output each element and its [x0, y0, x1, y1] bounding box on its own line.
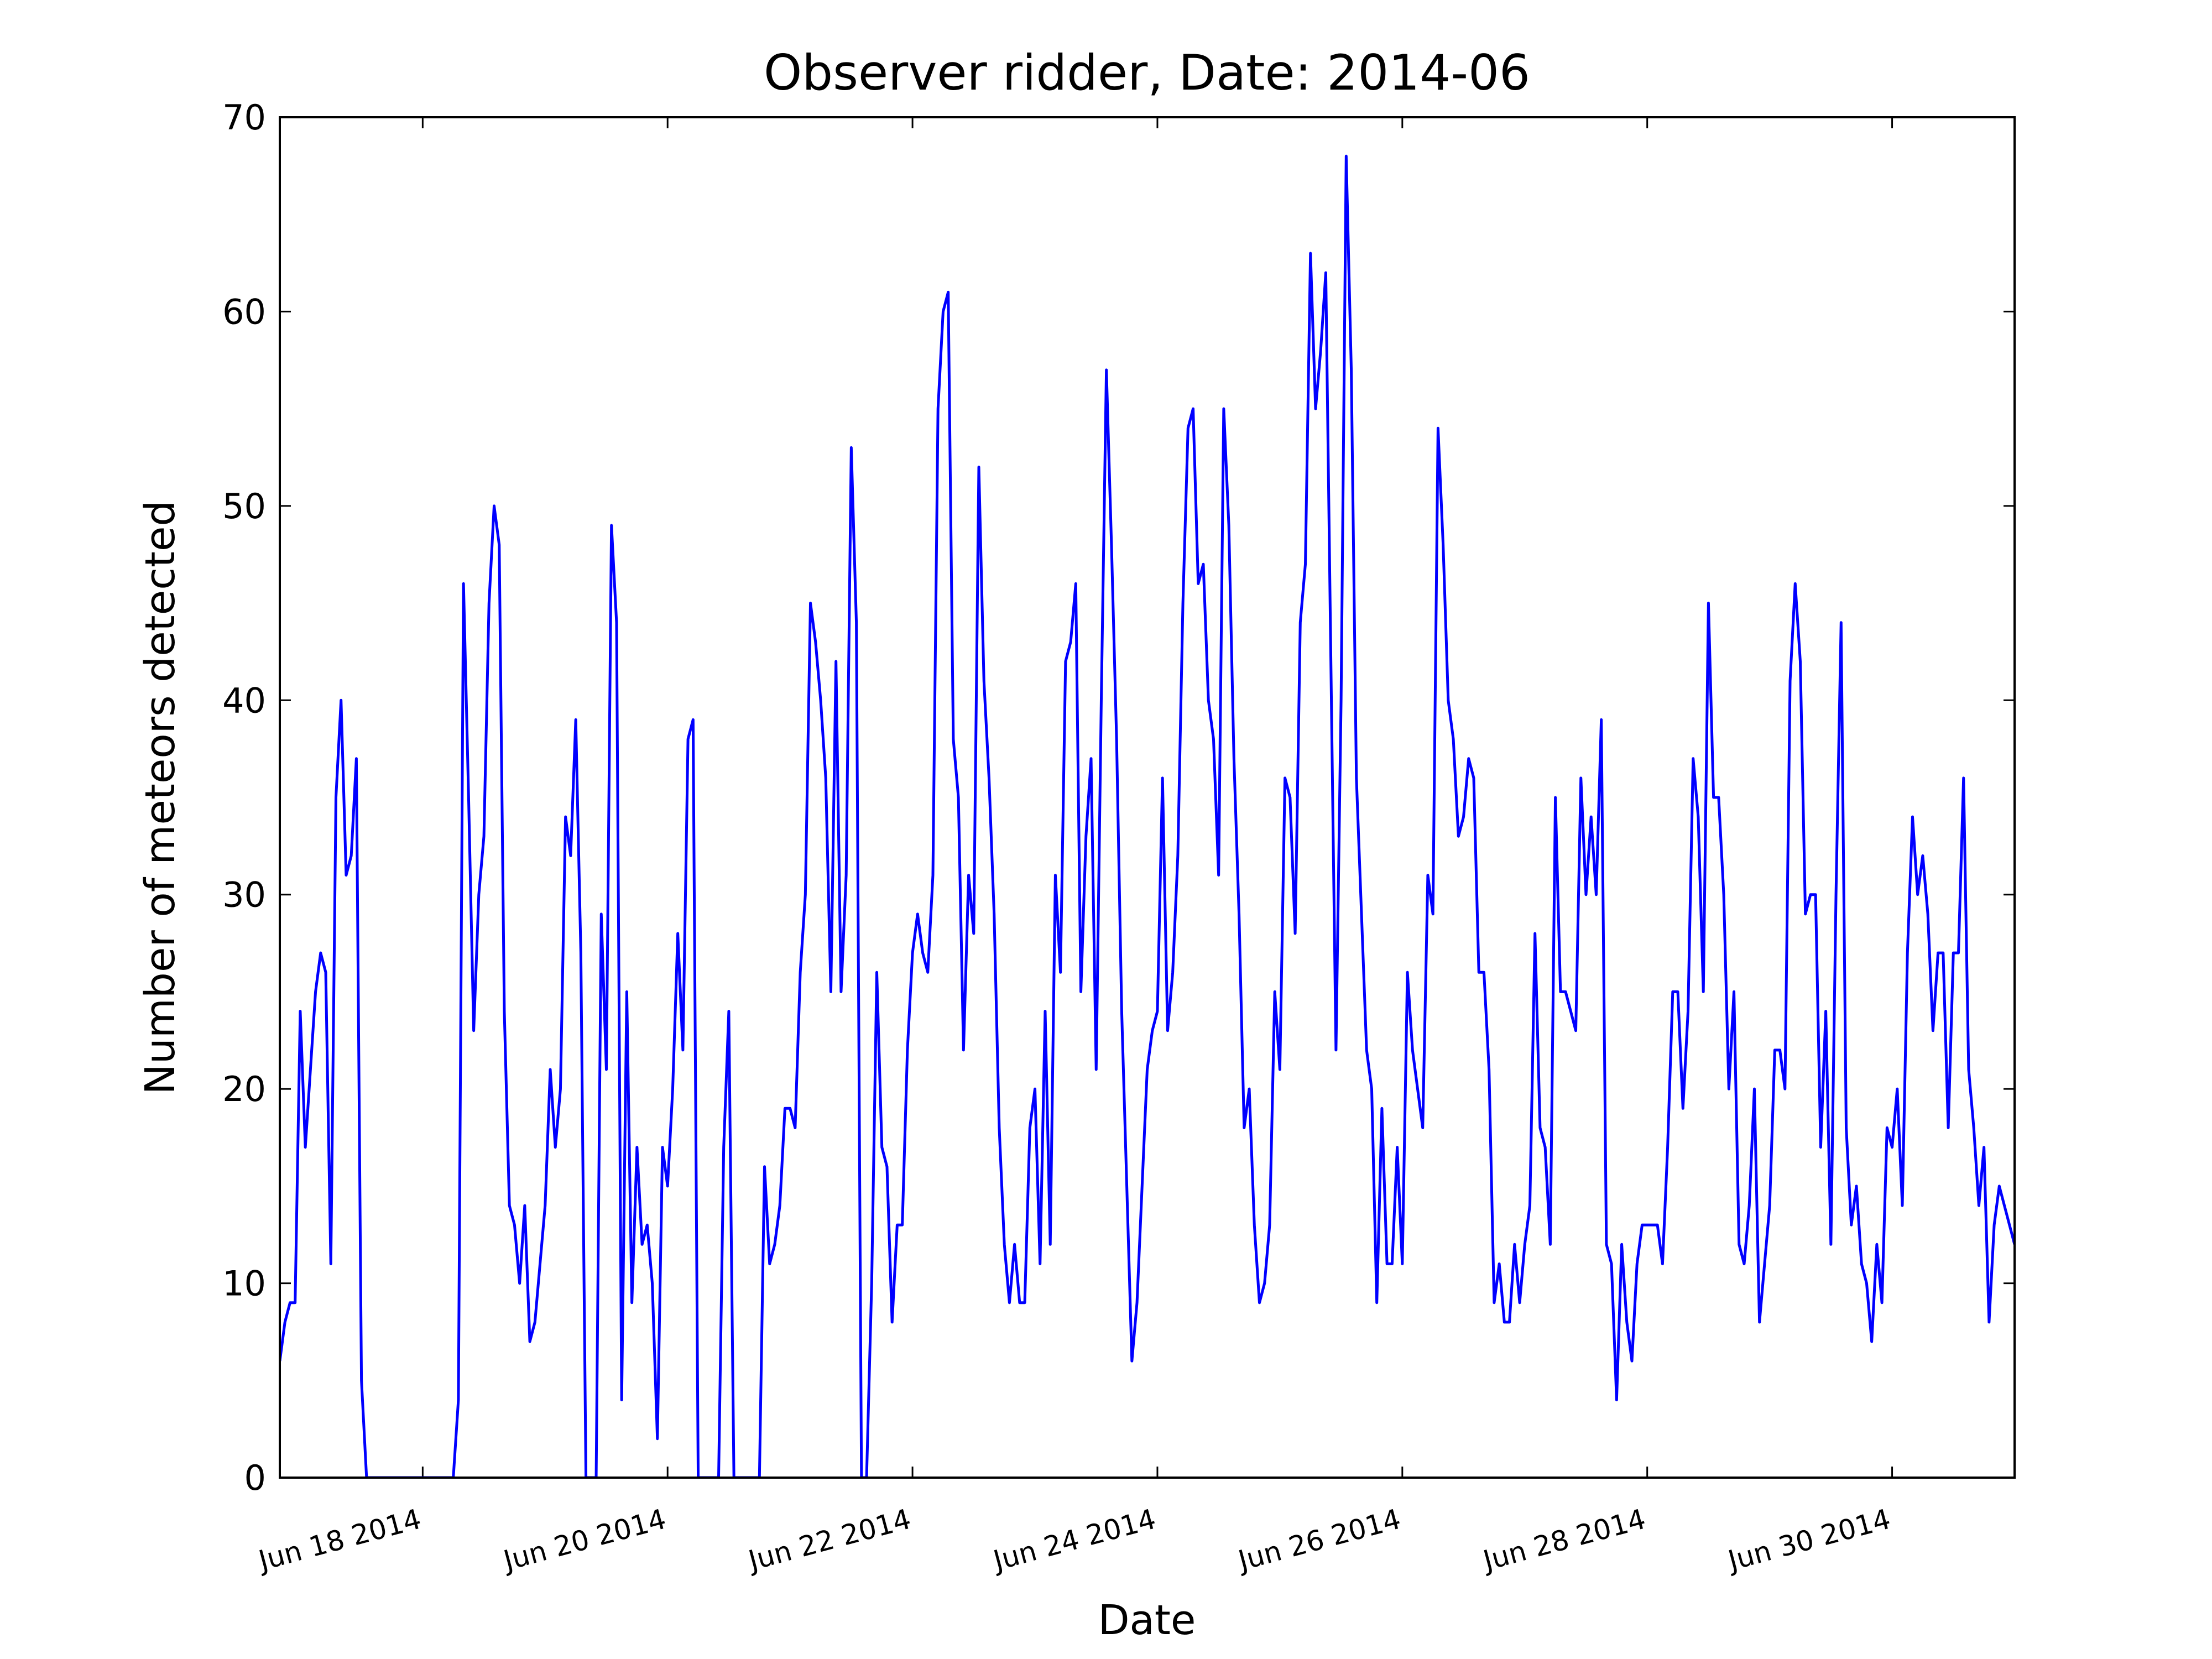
- data-line: [280, 154, 2015, 1478]
- y-tick-label: 30: [222, 875, 266, 915]
- y-tick-label: 20: [222, 1069, 266, 1109]
- y-tick-label: 70: [222, 97, 266, 138]
- y-axis-label: Number of meteors detected: [137, 500, 184, 1095]
- y-tick-label: 60: [222, 291, 266, 332]
- plot-frame: [279, 116, 2016, 1479]
- y-tick-label: 40: [222, 680, 266, 721]
- chart-title: Observer ridder, Date: 2014-06: [764, 44, 1530, 101]
- y-tick-label: 10: [222, 1264, 266, 1304]
- y-tick-label: 50: [222, 486, 266, 526]
- y-tick-label: 0: [244, 1458, 266, 1498]
- x-axis-label: Date: [1098, 1597, 1196, 1644]
